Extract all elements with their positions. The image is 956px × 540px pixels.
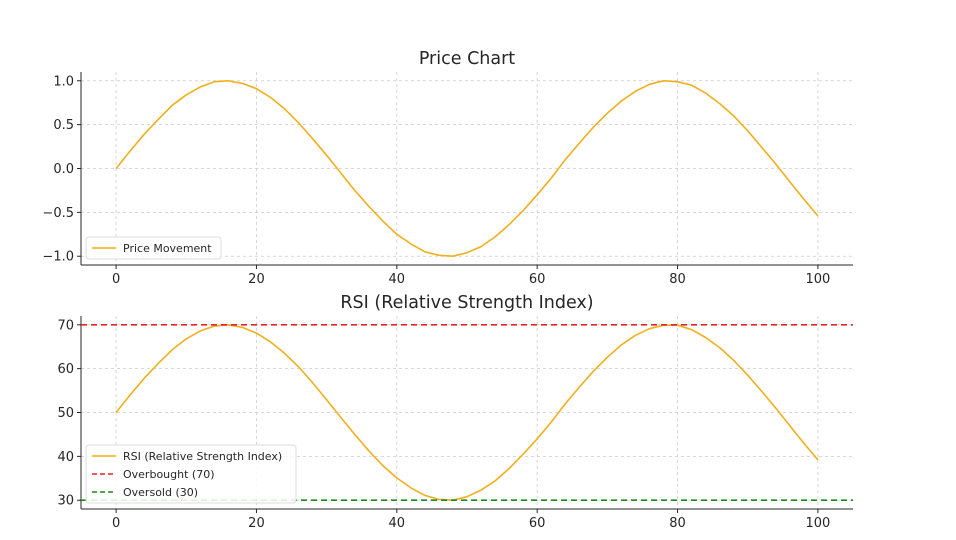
x-tick-label: 80: [669, 272, 686, 287]
x-tick-label: 60: [529, 516, 546, 531]
legend-label: RSI (Relative Strength Index): [123, 450, 282, 463]
chart-title: Price Chart: [419, 49, 515, 69]
x-tick-label: 40: [389, 272, 406, 287]
legend-box: [85, 236, 222, 260]
x-tick-label: 60: [529, 272, 546, 287]
x-tick-label: 80: [669, 516, 686, 531]
legend-label: Oversold (30): [123, 486, 198, 499]
x-tick-label: 100: [805, 516, 830, 531]
y-tick-label: 70: [57, 318, 74, 333]
price-chart: Price Chart 0 20 40 60 80 100 1.0 0.5 0.0 −0.5 −1.…: [42, 49, 853, 287]
series-line-price: [115, 80, 819, 258]
x-tick-label: 100: [805, 272, 830, 287]
legend-label: Overbought (70): [123, 468, 215, 481]
y-tick-label: 1.0: [53, 74, 74, 89]
y-tick-label: −0.5: [42, 206, 74, 221]
y-tick-label: 50: [57, 406, 74, 421]
x-tick-label: 20: [248, 272, 265, 287]
y-tick-label: 30: [57, 494, 74, 509]
y-tick-label: 60: [57, 362, 74, 377]
legend: Price Movement: [85, 236, 222, 260]
chart-title: RSI (Relative Strength Index): [340, 293, 593, 313]
y-tick-label: 0.5: [53, 118, 74, 133]
y-tick-label: 40: [57, 450, 74, 465]
legend-box: [85, 444, 297, 504]
x-tick-label: 0: [112, 516, 120, 531]
x-tick-label: 0: [112, 272, 120, 287]
legend: RSI (Relative Strength Index) Overbought …: [85, 444, 297, 504]
y-tick-label: 0.0: [53, 162, 74, 177]
x-tick-label: 40: [389, 516, 406, 531]
y-tick-label: −1.0: [42, 250, 74, 265]
x-tick-label: 20: [248, 516, 265, 531]
legend-label: Price Movement: [123, 242, 212, 255]
series-line-rsi: [115, 323, 819, 502]
rsi-chart: RSI (Relative Strength Index) 0 20 40 60 80 1…: [57, 293, 853, 531]
